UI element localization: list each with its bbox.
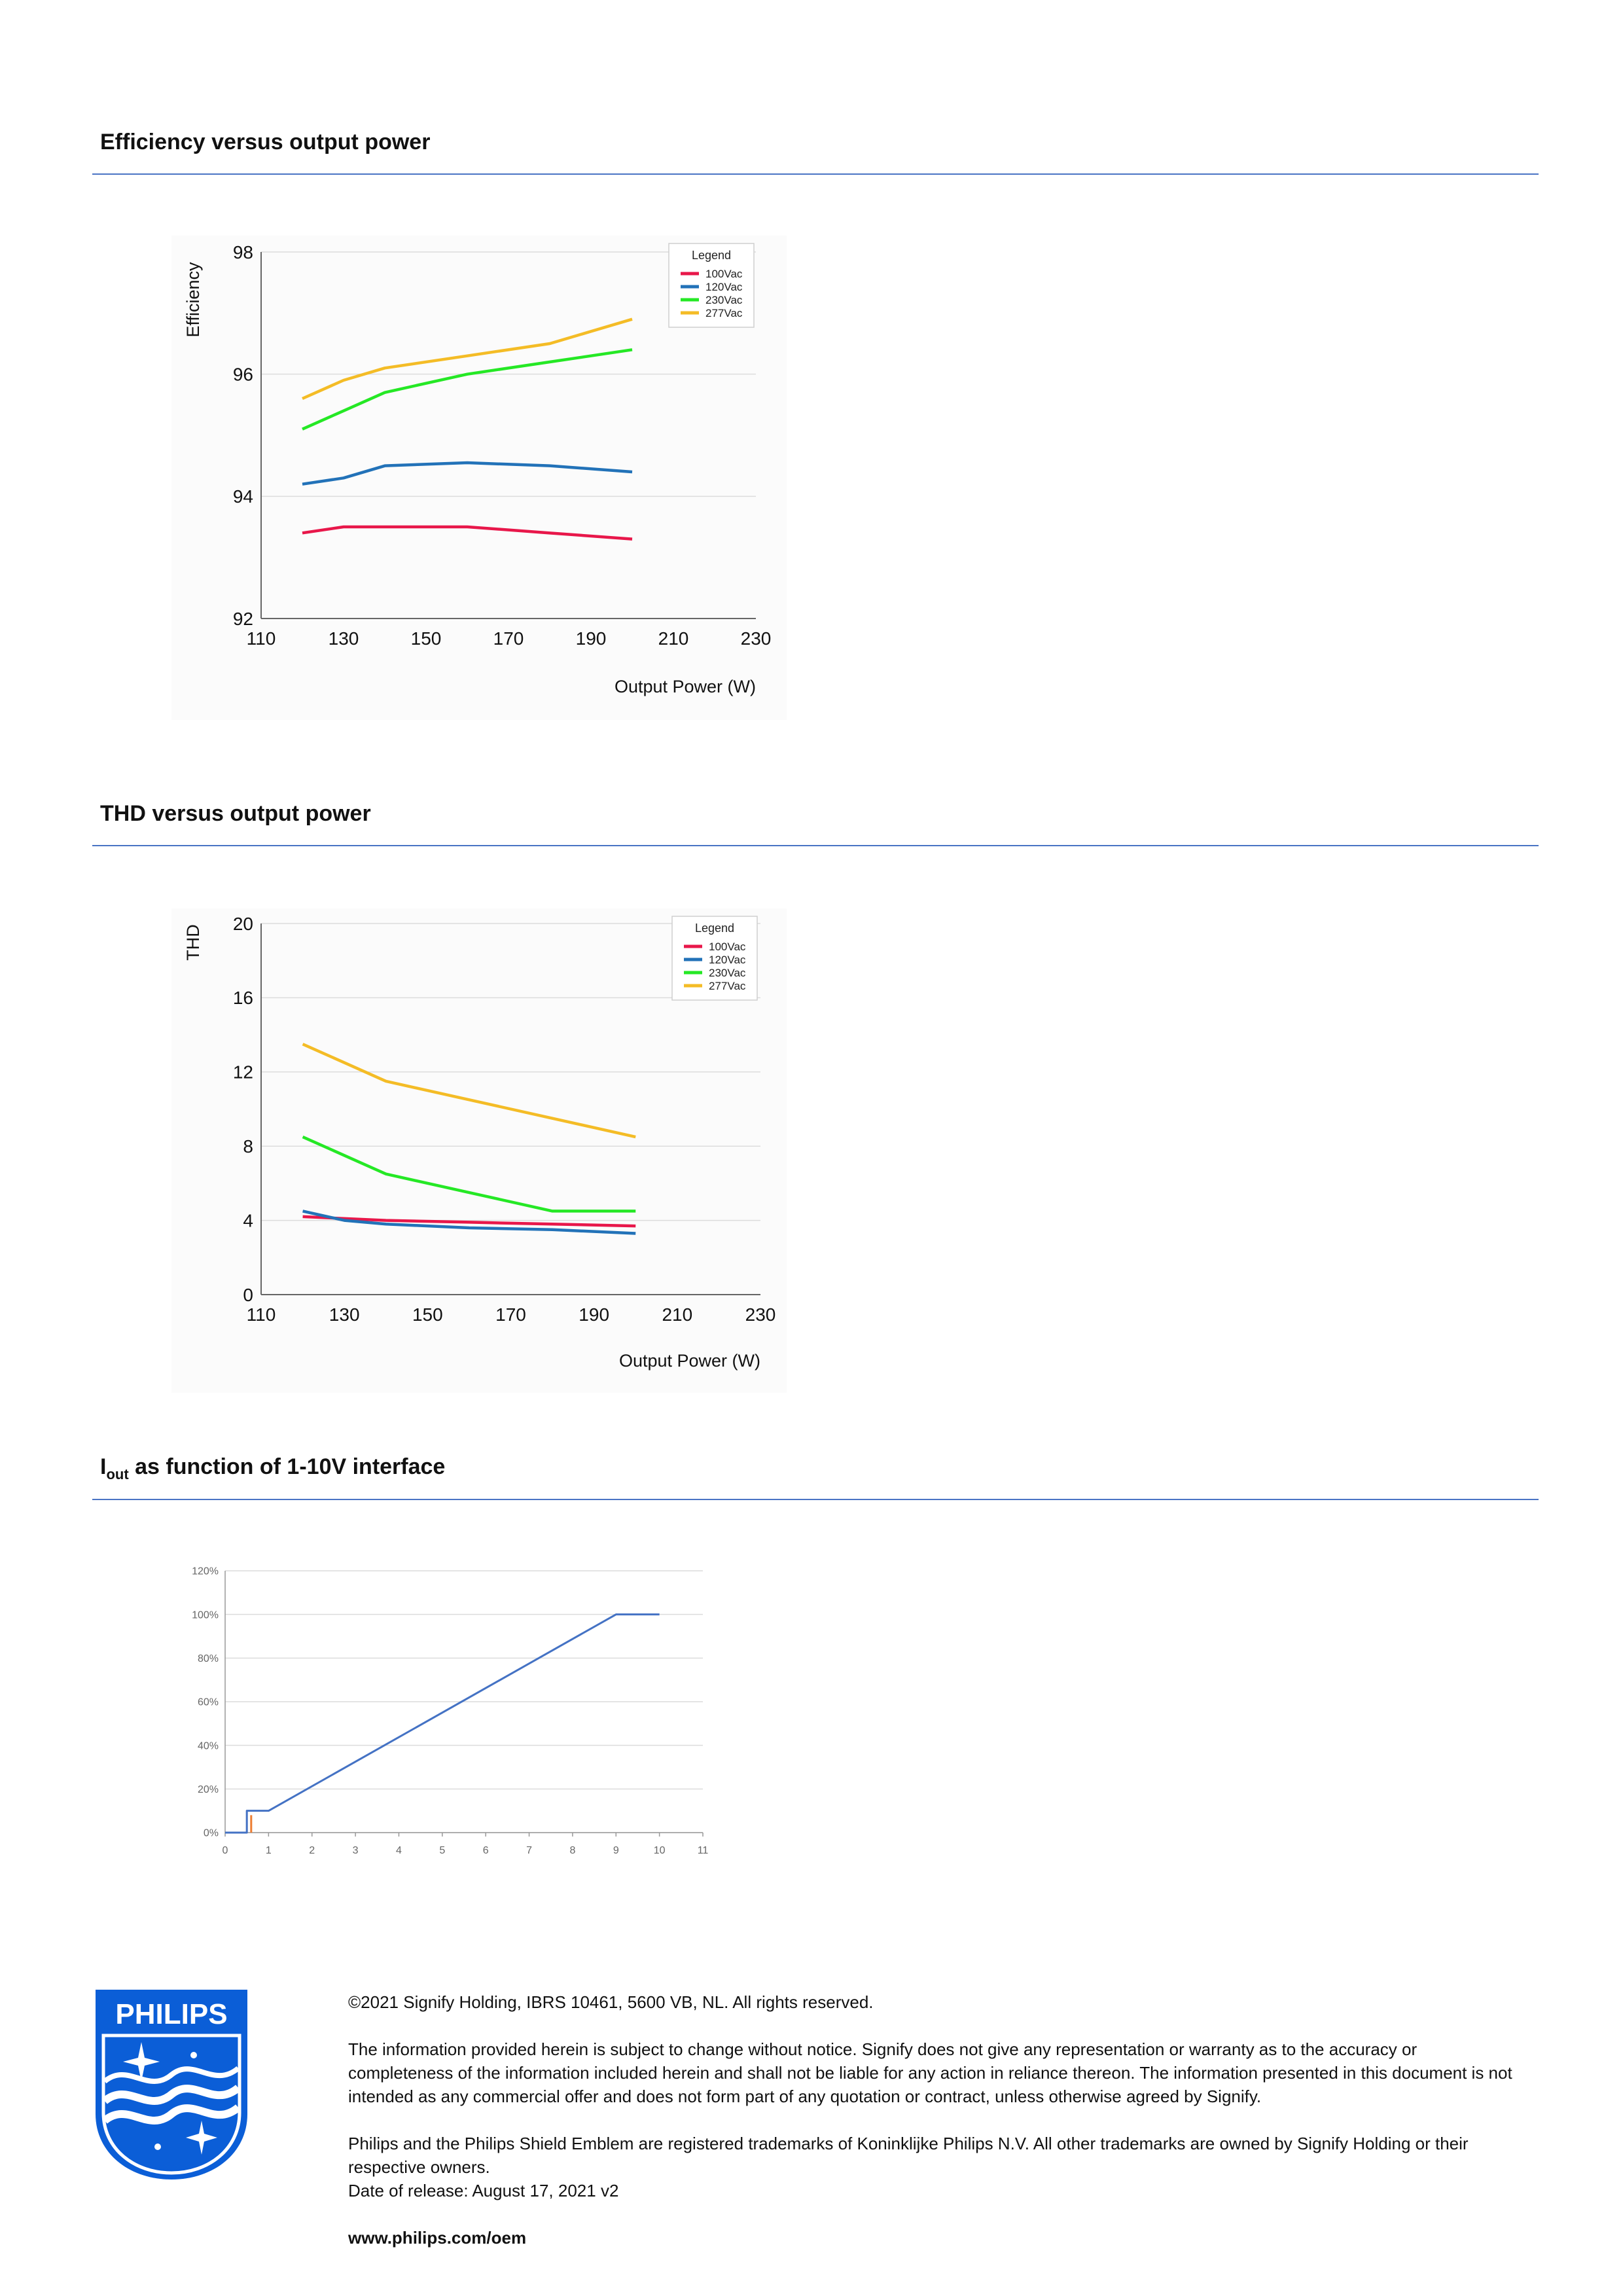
legend-entry: 277Vac <box>709 980 746 992</box>
x-tick-label: 110 <box>247 628 276 649</box>
y-tick-label: 0 <box>243 1285 253 1305</box>
efficiency-section-title: Efficiency versus output power <box>100 130 431 154</box>
y-tick-label: 92 <box>233 609 253 629</box>
y-tick-label: 20% <box>198 1784 219 1795</box>
x-tick-label: 230 <box>745 1304 776 1325</box>
efficiency-chart: 92 94 96 98 110 130 150 170 190 210 230 Output Powe… <box>171 236 787 720</box>
x-tick-label: 150 <box>412 1304 443 1325</box>
copyright-text: ©2021 Signify Holding, IBRS 10461, 5600 … <box>348 1992 874 2012</box>
disclaimer-text: The information provided herein is subje… <box>348 2039 1512 2106</box>
x-tick-label: 8 <box>569 1845 575 1856</box>
section-divider <box>92 173 1539 175</box>
iout-title-rest: as function of 1-10V interface <box>128 1454 446 1479</box>
legend-title: Legend <box>692 249 731 262</box>
x-tick-label: 4 <box>396 1845 402 1856</box>
legend-entry: 120Vac <box>705 281 743 293</box>
series-line-230vac <box>302 348 633 431</box>
legend-entry: 230Vac <box>709 967 746 979</box>
y-tick-label: 40% <box>198 1740 219 1751</box>
thd-chart: 0 4 8 12 16 20 110 130 150 170 190 210 230 Output Pow… <box>171 908 787 1393</box>
x-tick-label: 0 <box>223 1845 228 1856</box>
footer-text-block: ©2021 Signify Holding, IBRS 10461, 5600 … <box>348 1990 1526 2250</box>
y-tick-label: 98 <box>233 242 253 262</box>
plot-background <box>171 1554 734 1921</box>
website-link[interactable]: www.philips.com/oem <box>348 2228 527 2248</box>
x-tick-label: 7 <box>526 1845 532 1856</box>
legend-entry: 100Vac <box>709 941 746 953</box>
x-tick-label: 170 <box>495 1304 526 1325</box>
philips-shield-logo: PHILIPS <box>96 1990 247 2179</box>
release-date-text: Date of release: August 17, 2021 v2 <box>348 2181 619 2200</box>
x-tick-label: 110 <box>247 1304 276 1325</box>
thd-section-title: THD versus output power <box>100 801 371 826</box>
y-axis-label: Efficiency <box>183 262 203 338</box>
x-tick-label: 230 <box>741 628 772 649</box>
x-tick-label: 130 <box>329 1304 360 1325</box>
x-tick-label: 210 <box>658 628 689 649</box>
section-divider <box>92 1499 1539 1500</box>
x-tick-label: 10 <box>654 1845 666 1856</box>
x-tick-label: 1 <box>266 1845 272 1856</box>
y-tick-label: 96 <box>233 364 253 384</box>
x-tick-label: 2 <box>309 1845 315 1856</box>
x-tick-label: 6 <box>483 1845 489 1856</box>
y-tick-label: 12 <box>233 1062 253 1083</box>
legend-entry: 277Vac <box>705 307 743 319</box>
x-axis-label: Output Power (W) <box>619 1351 760 1371</box>
x-tick-label: 210 <box>662 1304 692 1325</box>
philips-wordmark: PHILIPS <box>115 1998 227 2030</box>
x-tick-label: 11 <box>698 1845 709 1856</box>
star-icon <box>123 2042 217 2155</box>
legend-entry: 230Vac <box>705 294 743 306</box>
y-tick-label: 16 <box>233 988 253 1008</box>
series-line-120vac <box>302 1210 636 1235</box>
iout-chart: 0% 20% 40% 60% 80% 100% 120% 0 1 2 3 4 5 6 7 8 9 10 11 <box>171 1554 734 1921</box>
series-line-230vac <box>302 1135 636 1213</box>
x-tick-label: 9 <box>613 1845 619 1856</box>
y-tick-label: 120% <box>192 1566 219 1577</box>
trademark-text: Philips and the Philips Shield Emblem ar… <box>348 2134 1469 2177</box>
iout-title-main: I <box>100 1454 107 1479</box>
series-line-0 <box>225 1613 660 1834</box>
y-tick-label: 8 <box>243 1136 253 1157</box>
y-tick-label: 60% <box>198 1697 219 1708</box>
x-tick-label: 3 <box>353 1845 359 1856</box>
x-tick-label: 190 <box>576 628 607 649</box>
y-tick-label: 20 <box>233 914 253 934</box>
y-tick-label: 4 <box>243 1210 253 1230</box>
series-line-100vac <box>302 525 633 541</box>
iout-section-title: Iout as function of 1-10V interface <box>100 1454 445 1483</box>
series-line-120vac <box>302 461 633 486</box>
y-tick-label: 100% <box>192 1609 219 1621</box>
x-tick-label: 190 <box>579 1304 609 1325</box>
x-tick-label: 170 <box>493 628 524 649</box>
iout-title-subscript: out <box>106 1465 129 1482</box>
y-tick-label: 94 <box>233 486 253 507</box>
legend-entry: 100Vac <box>705 268 743 280</box>
legend-entry: 120Vac <box>709 954 746 966</box>
legend-title: Legend <box>695 922 734 935</box>
x-tick-label: 150 <box>411 628 442 649</box>
y-axis-label: THD <box>183 924 203 961</box>
y-tick-label: 0% <box>204 1828 219 1839</box>
section-divider <box>92 845 1539 846</box>
x-tick-label: 5 <box>439 1845 445 1856</box>
series-line-100vac <box>302 1215 636 1228</box>
y-tick-label: 80% <box>198 1653 219 1664</box>
x-axis-label: Output Power (W) <box>615 677 756 696</box>
x-tick-label: 130 <box>329 628 359 649</box>
series-line-277vac <box>302 317 633 401</box>
series-line-277vac <box>302 1043 636 1139</box>
